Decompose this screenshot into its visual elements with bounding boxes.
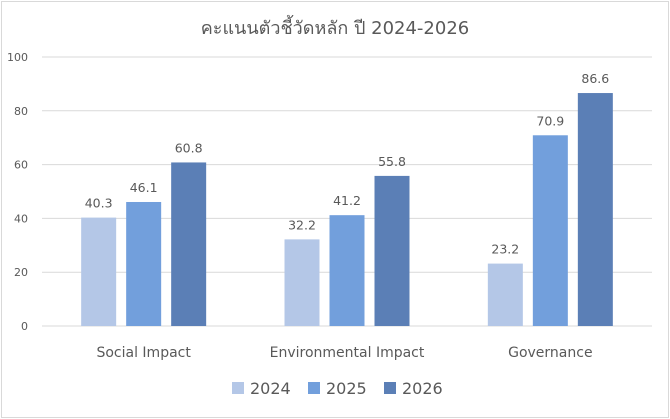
bar-2024	[487, 263, 523, 326]
y-tick-label: 100	[7, 51, 28, 64]
bar-2025	[329, 215, 365, 326]
chart-title: คะแนนตัวชี้วัดหลัก ปี 2024-2026	[201, 15, 470, 39]
bar-2026	[577, 93, 613, 327]
y-tick-label: 20	[14, 266, 28, 279]
legend-swatch	[232, 382, 244, 394]
y-tick-label: 60	[14, 159, 28, 172]
bar-2024	[81, 217, 117, 326]
y-tick-label: 0	[21, 320, 28, 333]
data-label: 40.3	[85, 196, 113, 211]
y-tick-label: 40	[14, 212, 28, 225]
bar-2025	[532, 135, 568, 326]
bar-2026	[171, 162, 207, 326]
legend-swatch	[384, 382, 396, 394]
data-label: 46.1	[130, 180, 158, 195]
x-category-label: Governance	[508, 345, 592, 361]
legend-label: 2024	[250, 379, 291, 398]
data-label: 41.2	[333, 193, 361, 208]
data-label: 23.2	[491, 242, 519, 257]
data-label: 32.2	[288, 217, 316, 232]
legend-label: 2025	[326, 379, 367, 398]
data-label: 55.8	[378, 154, 406, 169]
bar-2026	[374, 175, 410, 326]
legend-label: 2026	[402, 379, 443, 398]
data-label: 86.6	[581, 71, 609, 86]
y-tick-label: 80	[14, 105, 28, 118]
data-label: 60.8	[175, 140, 203, 155]
bar-2024	[284, 239, 320, 326]
bar-2025	[126, 201, 162, 326]
x-category-label: Environmental Impact	[270, 345, 425, 361]
data-label: 70.9	[536, 113, 564, 128]
legend-swatch	[308, 382, 320, 394]
x-category-label: Social Impact	[96, 345, 191, 361]
